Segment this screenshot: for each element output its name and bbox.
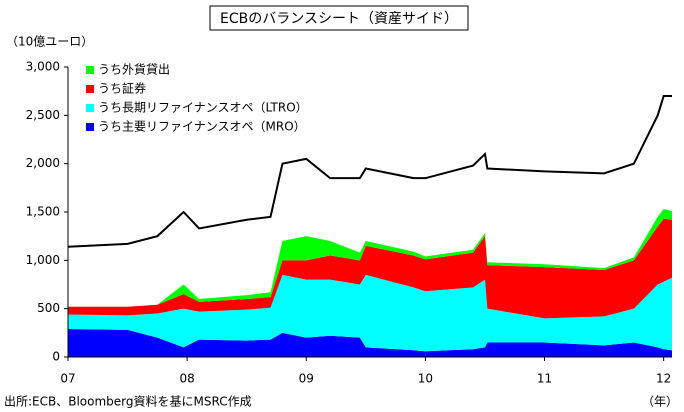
area [68, 274, 672, 352]
x-tick-label: 07 [60, 372, 75, 386]
area [68, 218, 672, 319]
y-tick-label: 0 [52, 350, 60, 364]
x-tick-label: 08 [179, 372, 194, 386]
source: 出所:ECB、Bloomberg資料を基にMSRC作成 [4, 395, 252, 409]
legend-swatch [86, 66, 94, 74]
legend-label: うち長期リファイナンスオペ（LTRO） [98, 101, 308, 115]
x-tick-label: 11 [537, 372, 552, 386]
y-tick-label: 2,000 [26, 156, 60, 170]
x-tick-label: 10 [418, 372, 433, 386]
x-tick-label: 09 [299, 372, 314, 386]
legend-label: うち外貨貸出 [98, 62, 170, 77]
y-tick-label: 1,500 [26, 205, 60, 219]
x-axis-label: （年） [642, 395, 678, 409]
area [68, 328, 672, 357]
legend-label: うち証券 [98, 81, 146, 96]
title-box [209, 5, 469, 31]
legend-swatch [86, 123, 94, 131]
legend-label: うち主要リファイナンスオペ（MRO） [98, 120, 306, 134]
legend-swatch [86, 85, 94, 93]
legend-swatch [86, 104, 94, 112]
y-tick-label: 2,500 [26, 108, 60, 122]
y-tick-label: 1,000 [26, 253, 60, 267]
x-tick-label: 12 [656, 372, 671, 386]
y-axis-label: （10億ユーロ） [6, 35, 93, 49]
y-tick-label: 3,000 [26, 60, 60, 74]
chart-title: ECBのバランスシート（資産サイド） [220, 11, 458, 27]
y-tick-label: 500 [37, 301, 60, 315]
total-line [67, 95, 672, 248]
